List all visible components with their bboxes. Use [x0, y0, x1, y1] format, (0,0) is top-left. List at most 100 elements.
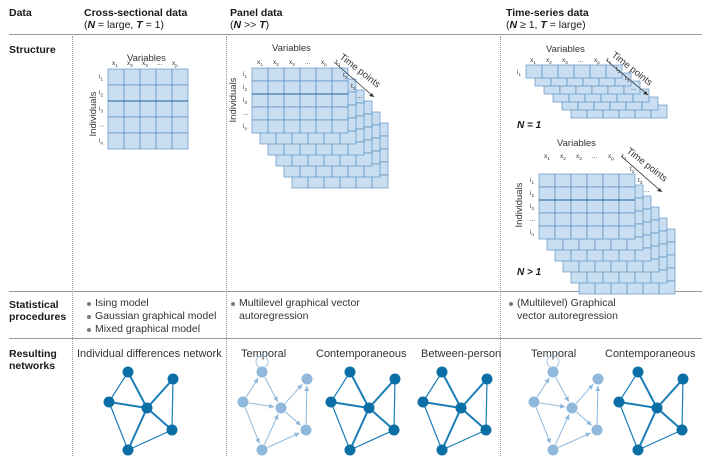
matrix-cell — [586, 199, 604, 214]
matrix-cell — [331, 93, 349, 108]
network-node — [436, 366, 448, 378]
network-edge — [393, 378, 396, 431]
matrix-cell — [554, 186, 572, 201]
header-panel-params: (N >> T) — [230, 19, 270, 31]
matrix-cell — [251, 106, 269, 121]
network-node — [591, 424, 603, 436]
matrix-cell — [299, 67, 317, 82]
ts2-i3: i3 — [530, 203, 534, 211]
matrix-cell — [315, 67, 333, 82]
ts2-matrix-front — [538, 173, 636, 240]
network-edge — [422, 401, 462, 409]
panel-x3: x3 — [289, 59, 295, 67]
network-node — [632, 444, 644, 456]
network-arrowhead — [586, 420, 592, 426]
network-edge — [108, 401, 148, 409]
network-edge — [330, 401, 351, 451]
matrix-cell — [315, 106, 333, 121]
matrix-cell — [554, 199, 572, 214]
procedure-gaussian: Gaussian graphical model — [95, 310, 217, 322]
separator-1 — [72, 36, 73, 456]
cross-i3: i3 — [99, 106, 103, 114]
procedure-ts-line2: vector autoregression — [517, 310, 618, 322]
rule-header — [9, 34, 702, 35]
network-node — [632, 366, 644, 378]
ts2-x3: x3 — [576, 153, 582, 161]
matrix-cell — [107, 116, 125, 134]
panel-t2: t2 — [343, 72, 348, 80]
network-node — [528, 396, 540, 408]
network-arrowhead — [273, 414, 279, 420]
network-ts-contemporaneous — [613, 366, 689, 456]
network-node — [389, 373, 401, 385]
network-arrowhead — [295, 420, 301, 426]
matrix-cell — [618, 212, 636, 227]
ts1-time-arrow — [605, 59, 649, 96]
cross-i1: i1 — [99, 74, 103, 82]
matrix-cell — [267, 67, 285, 82]
matrix-cell — [299, 106, 317, 121]
matrix-cell — [171, 68, 189, 86]
matrix-cell — [267, 106, 285, 121]
network-arrowhead — [564, 396, 569, 402]
network-node — [363, 402, 375, 414]
ts2-t2: t2 — [630, 166, 635, 174]
cross-in: in — [99, 138, 103, 146]
matrix-cell — [123, 100, 141, 118]
ts1-i1: i1 — [517, 69, 521, 77]
matrix-cell — [618, 173, 636, 188]
network-node — [301, 373, 313, 385]
matrix-cell — [570, 212, 588, 227]
matrix-cell — [299, 80, 317, 95]
network-edge — [108, 401, 129, 451]
panel-i1: i1 — [243, 71, 247, 79]
ts2-i-ellipsis: ... — [530, 216, 536, 223]
network-node — [651, 402, 663, 414]
panel-t3: t3 — [351, 83, 356, 91]
cross-x3: x3 — [142, 60, 148, 68]
network-node — [481, 373, 493, 385]
network-edge — [535, 407, 551, 444]
network-edge — [349, 407, 370, 451]
ts2-x2: x2 — [560, 153, 566, 161]
matrix-cell — [171, 100, 189, 118]
network-node — [455, 402, 467, 414]
matrix-cell — [107, 100, 125, 118]
network-label-panel-between-person: Between-person — [421, 348, 502, 360]
network-panel-temporal — [237, 355, 313, 456]
matrix-cell — [557, 64, 575, 79]
network-edge — [108, 371, 129, 403]
network-node — [676, 424, 688, 436]
matrix-cell — [267, 80, 285, 95]
matrix-cell — [283, 67, 301, 82]
header-cross-sectional-params: (N = large, T = 1) — [84, 19, 164, 31]
network-label-panel-temporal: Temporal — [241, 348, 287, 360]
ts2-time-arrowhead — [657, 188, 662, 192]
header-data: Data — [9, 7, 32, 19]
ts2-variables-label: Variables — [557, 138, 596, 149]
network-edge — [558, 432, 591, 448]
ts2-xp: xp — [608, 153, 614, 161]
network-label-panel-contemporaneous: Contemporaneous — [316, 348, 407, 360]
network-edge — [267, 432, 300, 448]
cross-x2: x2 — [127, 60, 133, 68]
procedure-mixed: Mixed graphical model — [95, 323, 201, 335]
row-label-networks: networks — [9, 360, 56, 372]
row-label-procedures: procedures — [9, 311, 67, 323]
network-node — [547, 444, 559, 456]
header-time-series-params: (N ≥ 1, T = large) — [506, 19, 586, 31]
cross-i-ellipsis: ... — [99, 122, 105, 129]
panel-t-ellipsis: ... — [357, 93, 363, 100]
ts1-t-ellipsis: ... — [631, 85, 637, 92]
network-arrowhead — [297, 384, 303, 390]
network-arrowhead — [595, 385, 601, 392]
ts2-time-arrow — [620, 155, 663, 193]
matrix-cell — [251, 119, 269, 134]
network-edge — [596, 385, 599, 425]
network-arrowhead — [294, 432, 300, 438]
network-edge — [441, 407, 462, 451]
network-arrowhead — [585, 432, 591, 438]
matrix-cell — [251, 67, 269, 82]
network-edge — [146, 407, 173, 431]
ts1-variables-label: Variables — [546, 44, 585, 55]
